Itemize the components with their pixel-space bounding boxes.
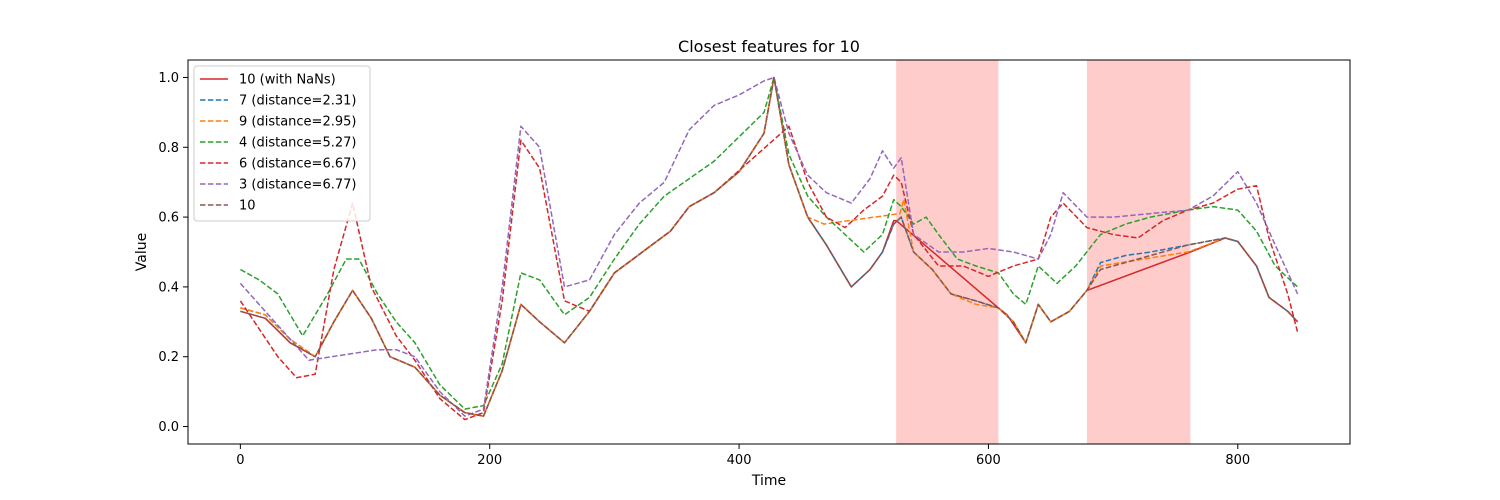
x-axis: 0 200 400 600 800: [236, 444, 1250, 468]
series-line-6: [239, 76, 1299, 417]
y-tick-label: 0.8: [158, 141, 179, 156]
y-tick-label: 1.0: [158, 71, 179, 86]
series-lines: [239, 76, 1299, 421]
y-tick-label: 0.4: [158, 280, 179, 295]
legend-label-1: 10 (with NaNs): [239, 73, 336, 88]
x-tick-label: 0: [236, 453, 244, 468]
legend-box: [193, 65, 371, 222]
series-line-5: [239, 125, 1299, 421]
chart-title: Closest features for 10: [678, 37, 860, 56]
x-tick-label: 200: [477, 453, 502, 468]
shaded-regions: [896, 60, 1191, 444]
x-tick-label: 400: [727, 453, 752, 468]
y-axis: 0.0 0.2 0.4 0.6 0.8 1.0: [158, 71, 188, 435]
x-axis-title: Time: [751, 473, 786, 489]
x-tick-label: 800: [1225, 453, 1250, 468]
plot-frame: [187, 59, 1351, 445]
y-tick-label: 0.0: [158, 420, 179, 435]
legend-label-7: 10: [239, 199, 256, 214]
series-line-4: [240, 76, 1299, 410]
legend-label-4: 4 (distance=5.27): [239, 136, 356, 151]
y-tick-label: 0.6: [158, 211, 179, 226]
shaded-region-2: [1086, 60, 1191, 444]
legend: 10 (with NaNs) 7 (distance=2.31) 9 (distan…: [193, 65, 371, 222]
y-axis-title: Value: [134, 233, 150, 271]
legend-label-2: 7 (distance=2.31): [239, 94, 356, 109]
legend-label-6: 3 (distance=6.77): [239, 178, 356, 193]
x-tick-label: 600: [976, 453, 1001, 468]
series-line-7: [240, 76, 1299, 417]
y-tick-label: 0.2: [158, 350, 179, 365]
legend-label-5: 6 (distance=6.67): [239, 157, 356, 172]
legend-label-3: 9 (distance=2.95): [239, 115, 356, 130]
